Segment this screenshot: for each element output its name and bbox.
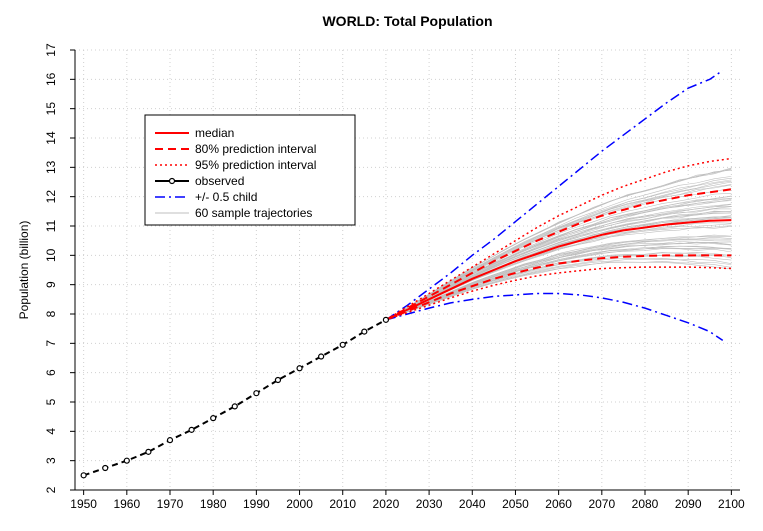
legend-label: observed — [195, 174, 244, 188]
x-tick-label: 2080 — [632, 497, 659, 511]
x-tick-label: 1960 — [113, 497, 140, 511]
y-tick-label: 3 — [44, 457, 58, 464]
x-tick-label: 2040 — [459, 497, 486, 511]
legend: median 80% prediction interval 95% predict… — [145, 115, 355, 225]
y-tick-label: 2 — [44, 486, 58, 493]
y-tick-label: 16 — [44, 72, 58, 86]
y-tick-label: 15 — [44, 102, 58, 116]
half-child-upper-line — [386, 71, 723, 320]
x-tick-label: 2060 — [545, 497, 572, 511]
y-tick-label: 4 — [44, 428, 58, 435]
y-tick-label: 7 — [44, 340, 58, 347]
y-tick-label: 6 — [44, 369, 58, 376]
x-tick-label: 2030 — [416, 497, 443, 511]
y-tick-label: 9 — [44, 281, 58, 288]
y-tick-label: 10 — [44, 248, 58, 262]
y-tick-label: 13 — [44, 160, 58, 174]
x-tick-label: 1950 — [70, 497, 97, 511]
y-tick-label: 17 — [44, 43, 58, 57]
x-tick-label: 1970 — [157, 497, 184, 511]
population-chart: 1950 1960 1970 1980 1990 2000 2010 2020 2030 2040… — [0, 0, 763, 531]
legend-label: 60 sample trajectories — [195, 206, 312, 220]
legend-label: +/- 0.5 child — [195, 190, 257, 204]
chart-title: WORLD: Total Population — [322, 13, 492, 29]
legend-label: 95% prediction interval — [195, 158, 316, 172]
x-tick-label: 2070 — [588, 497, 615, 511]
x-tick-label: 2020 — [373, 497, 400, 511]
legend-label: median — [195, 126, 234, 140]
y-tick-label: 5 — [44, 398, 58, 405]
y-axis-label: Population (billion) — [17, 221, 31, 320]
y-tick-label: 11 — [44, 219, 58, 232]
x-tick-label: 1990 — [243, 497, 270, 511]
y-tick-label: 8 — [44, 310, 58, 317]
x-tick-label: 2100 — [718, 497, 745, 511]
observed-series — [81, 317, 388, 477]
x-tick-label: 1980 — [200, 497, 227, 511]
legend-label: 80% prediction interval — [195, 142, 316, 156]
y-tick-label: 12 — [44, 190, 58, 204]
x-tick-label: 2000 — [286, 497, 313, 511]
x-tick-label: 2050 — [502, 497, 529, 511]
x-tick-label: 2010 — [329, 497, 356, 511]
y-tick-label: 14 — [44, 131, 58, 145]
chart-container: 1950 1960 1970 1980 1990 2000 2010 2020 2030 2040… — [0, 0, 763, 531]
x-tick-label: 2090 — [675, 497, 702, 511]
